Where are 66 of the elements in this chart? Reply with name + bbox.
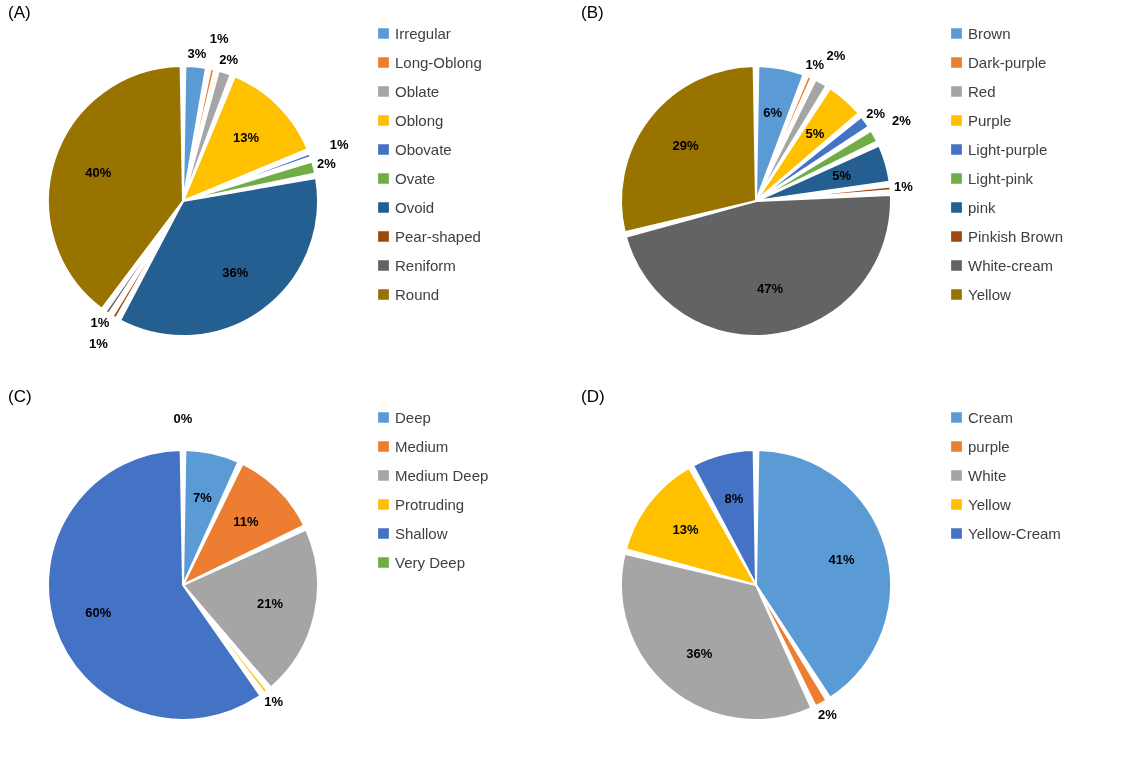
legend-label: Light-pink	[968, 169, 1034, 187]
data-label: 2%	[219, 52, 239, 68]
data-label: 2%	[866, 106, 886, 122]
legend-label: pink	[968, 198, 997, 216]
chart-title: (A)	[8, 3, 31, 22]
data-label: 1%	[90, 315, 110, 331]
chart-title: (B)	[581, 3, 604, 22]
legend-label: Protruding	[395, 495, 465, 513]
data-label: 47%	[756, 281, 784, 296]
legend-label: Oblate	[395, 82, 440, 100]
legend-label: Medium	[395, 437, 449, 455]
legend-label: Light-purple	[968, 140, 1048, 158]
legend-label: Irregular	[395, 24, 451, 42]
chart-title: (D)	[581, 387, 605, 406]
legend-label: Brown	[968, 24, 1011, 42]
data-label: 36%	[222, 265, 249, 281]
data-label: 2%	[892, 113, 912, 129]
data-label: 36%	[686, 645, 713, 661]
data-label: 2%	[826, 47, 846, 63]
data-label: 6%	[763, 105, 783, 121]
data-label: 5%	[805, 126, 825, 142]
data-label: 1%	[805, 57, 825, 73]
legend-label: Yellow-Cream	[968, 524, 1061, 542]
data-label: 11%	[233, 514, 260, 529]
legend-label: Purple	[968, 111, 1012, 129]
data-label: 41%	[828, 552, 856, 568]
chart-title: (C)	[8, 387, 32, 406]
data-label: 2%	[316, 156, 337, 172]
legend-label: Round	[395, 285, 440, 303]
legend-label: Obovate	[395, 140, 452, 158]
legend-label: Yellow	[968, 495, 1011, 513]
legend-label: Shallow	[395, 524, 448, 542]
legend-label: Deep	[395, 408, 431, 426]
legend-label: Oblong	[395, 111, 444, 129]
legend-label: Yellow	[968, 285, 1011, 303]
legend-label: Cream	[968, 408, 1014, 426]
legend-label: Pinkish Brown	[968, 227, 1064, 245]
legend-label: Pear-shaped	[395, 227, 481, 245]
legend-label: Ovate	[395, 169, 436, 187]
data-label: 13%	[232, 130, 260, 145]
data-label: 2%	[817, 706, 838, 722]
data-label: 1%	[329, 136, 350, 152]
legend-label: Red	[968, 82, 996, 100]
legend-label: White-cream	[968, 256, 1054, 274]
data-label: 3%	[187, 45, 207, 61]
data-label: 1%	[264, 693, 284, 709]
data-label: 21%	[256, 596, 284, 612]
legend-label: Dark-purple	[968, 53, 1047, 71]
legend-label: White	[968, 466, 1007, 484]
data-label: 5%	[832, 168, 852, 184]
data-label: 13%	[672, 522, 700, 538]
data-label: 1%	[209, 31, 230, 46]
data-label: 1%	[89, 335, 109, 351]
data-label: 8%	[724, 490, 744, 506]
legend-label: Long-Oblong	[395, 53, 482, 71]
legend-label: Reniform	[395, 256, 456, 274]
legend-label: Medium Deep	[395, 466, 489, 484]
data-label: 29%	[672, 138, 700, 154]
data-label: 1%	[893, 179, 914, 195]
data-label: 60%	[85, 604, 112, 620]
legend-label: Ovoid	[395, 198, 435, 216]
legend-label: purple	[968, 437, 1010, 455]
legend-label: Very Deep	[395, 553, 466, 571]
text: 0%	[173, 411, 193, 426]
data-label: 7%	[193, 490, 213, 506]
data-label: 40%	[85, 165, 112, 181]
